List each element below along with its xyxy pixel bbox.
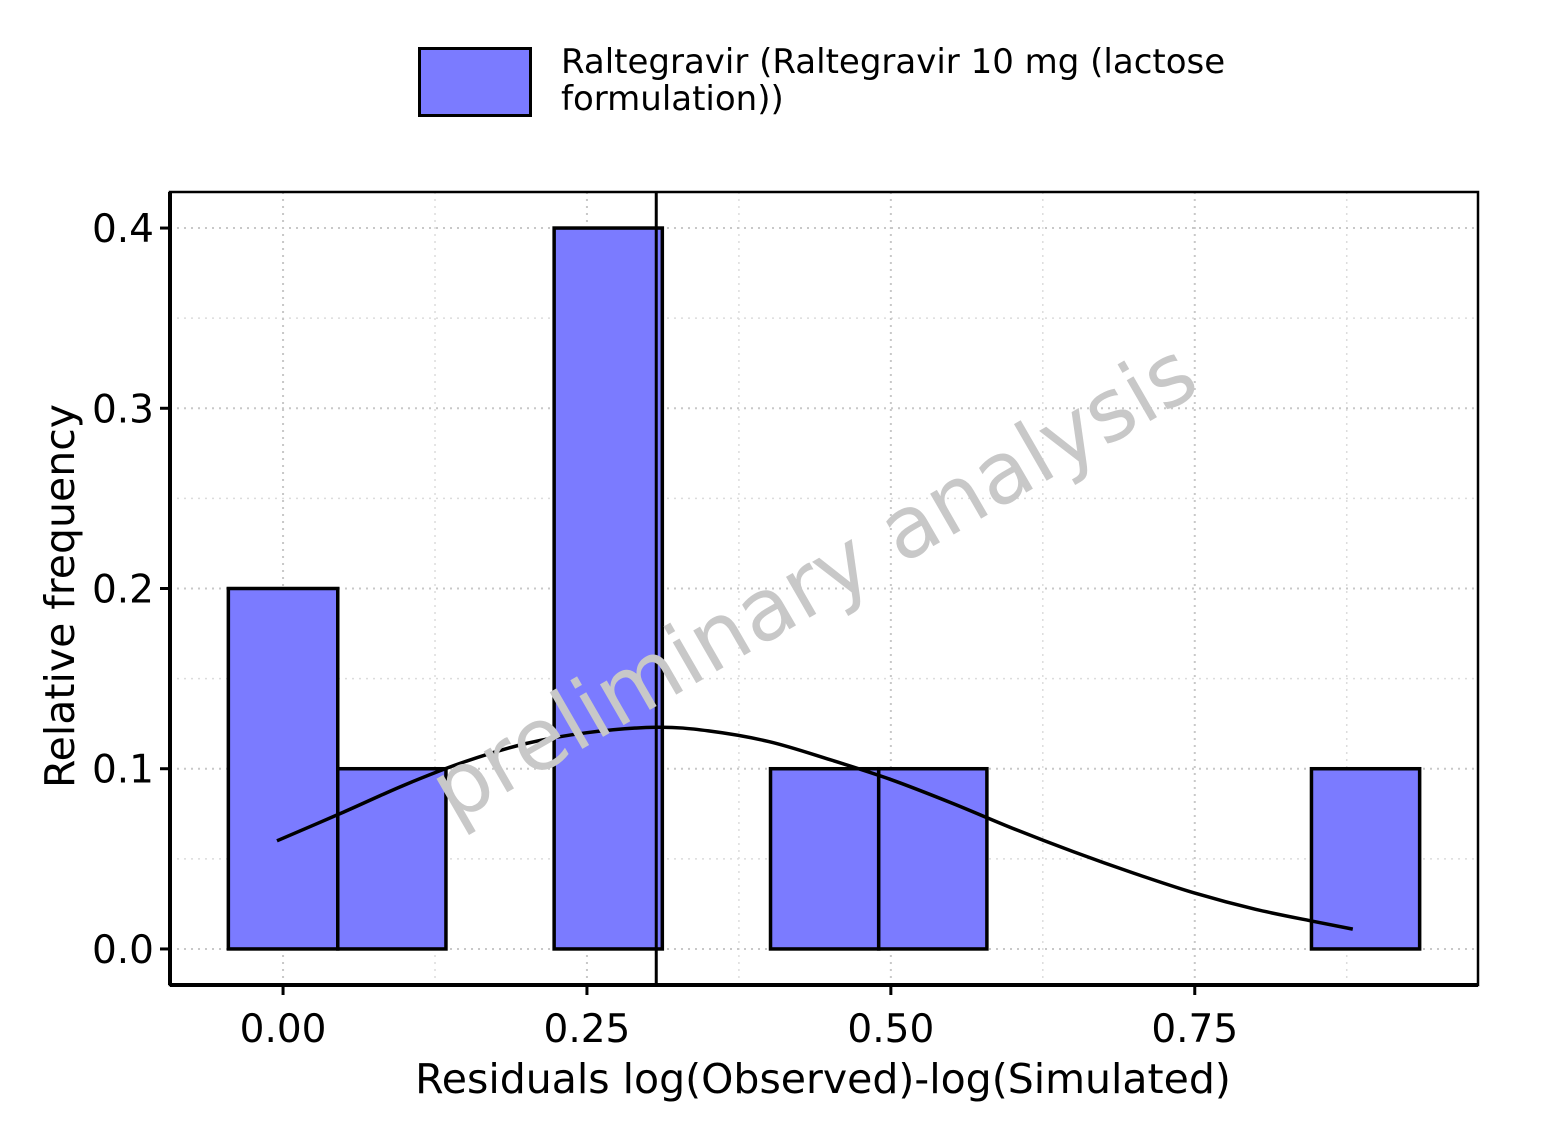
legend-label: Raltegravir (Raltegravir 10 mg (lactose … (561, 42, 1226, 119)
x-tick-label: 0.75 (1151, 1007, 1238, 1052)
y-tick-label: 0.4 (92, 207, 154, 252)
legend: Raltegravir (Raltegravir 10 mg (lactose … (418, 44, 1318, 124)
histogram-bar (768, 766, 881, 951)
y-axis-title: Relative frequency (36, 404, 84, 788)
density-curve (276, 725, 1354, 931)
axis-ticks: 0.00 0.25 0.50 0.75 0.0 0.1 0.2 0.3 0.4 (92, 207, 1238, 1052)
y-tick-label: 0.2 (92, 568, 154, 613)
histogram-bar (336, 766, 448, 951)
x-tick-label: 0.00 (240, 1007, 327, 1052)
histogram-bar (552, 226, 665, 951)
y-tick-label: 0.0 (92, 928, 154, 973)
legend-swatch (418, 47, 532, 117)
histogram-bar (1309, 766, 1422, 951)
histogram-bar (876, 766, 989, 951)
watermark-text: preliminary analysis (414, 322, 1213, 841)
x-tick-label: 0.25 (544, 1007, 631, 1052)
y-tick-label: 0.3 (92, 387, 154, 432)
x-tick-label: 0.50 (847, 1007, 934, 1052)
y-tick-label: 0.1 (92, 748, 154, 793)
x-axis-title: Residuals log(Observed)-log(Simulated) (415, 1055, 1231, 1103)
histogram-bar (226, 586, 340, 951)
bars (226, 226, 1422, 951)
